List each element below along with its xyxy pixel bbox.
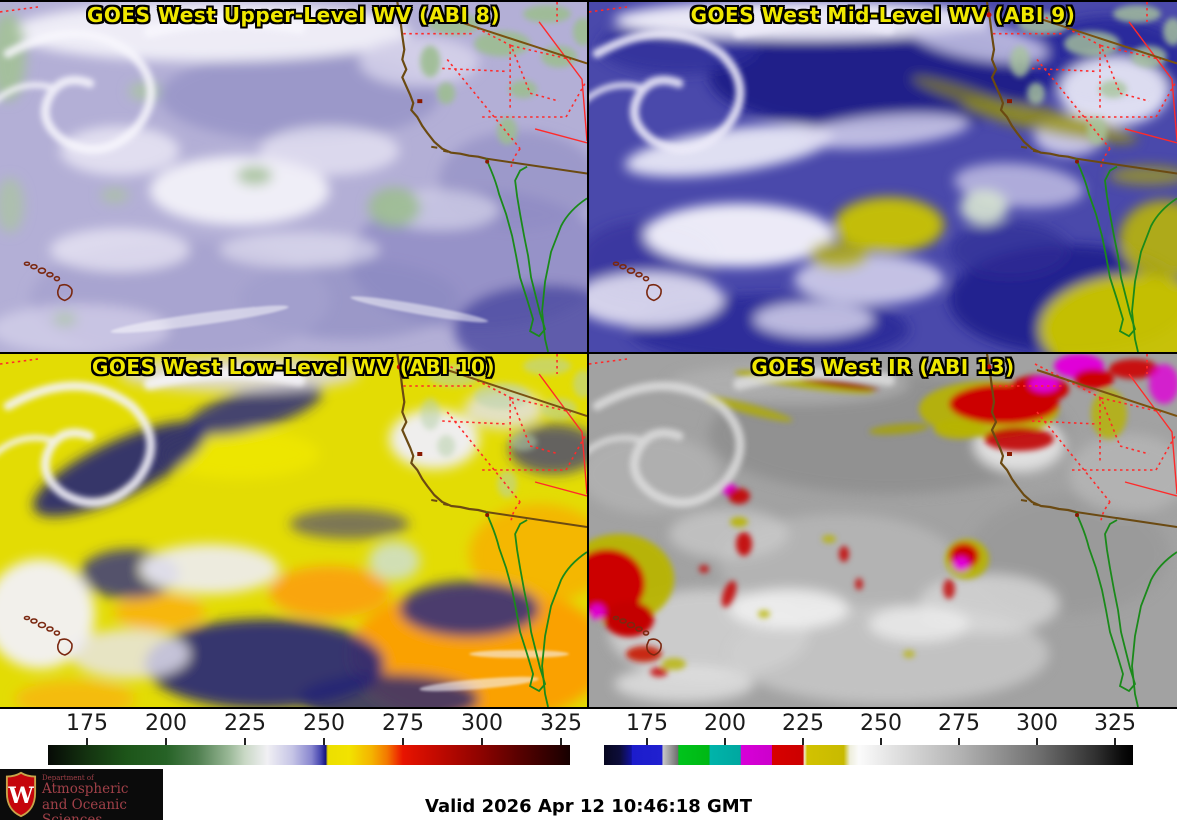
logo-line1: Atmospheric bbox=[42, 781, 129, 798]
aos-logo: W Department of Atmospheric and Oceanic … bbox=[0, 769, 163, 820]
tick-label: 175 bbox=[65, 711, 108, 736]
logo-text: Department of Atmospheric and Oceanic Sc… bbox=[42, 774, 163, 820]
panel-low-level-wv: GOES West Low-Level WV (ABI 10) bbox=[0, 354, 587, 707]
wv-colorbar-labels: 175 200 225 250 275 300 325 bbox=[48, 711, 582, 737]
logo-line2: and Oceanic Sciences bbox=[42, 796, 127, 820]
ir-colorbar-labels: 175 200 225 250 275 300 325 bbox=[604, 711, 1136, 737]
colorbar-strip: 175 200 225 250 275 300 325 175 200 225 … bbox=[0, 709, 1177, 769]
satellite-image-abi8 bbox=[0, 2, 587, 352]
panel-ir: GOES West IR (ABI 13) bbox=[589, 354, 1177, 707]
logo-dept-line: Department of bbox=[42, 774, 94, 782]
ir-colorbar-gradient bbox=[604, 745, 1133, 765]
ir-colorbar-ticks bbox=[604, 738, 1133, 745]
panel-mid-level-wv: GOES West Mid-Level WV (ABI 9) bbox=[589, 2, 1177, 352]
tick-label: 175 bbox=[626, 711, 668, 736]
satellite-image-abi10 bbox=[0, 354, 587, 707]
panel-title-abi8: GOES West Upper-Level WV (ABI 8) bbox=[87, 3, 500, 27]
crest-monogram: W bbox=[7, 783, 34, 809]
tick-label: 250 bbox=[302, 711, 345, 736]
tick-label: 325 bbox=[1094, 711, 1136, 736]
wv-colorbar-ticks bbox=[48, 738, 570, 745]
panel-title-abi9: GOES West Mid-Level WV (ABI 9) bbox=[690, 3, 1076, 27]
satellite-image-abi13 bbox=[589, 354, 1177, 707]
wv-colorbar-gradient bbox=[48, 745, 570, 765]
tick-label: 300 bbox=[460, 711, 503, 736]
panel-upper-level-wv: GOES West Upper-Level WV (ABI 8) bbox=[0, 2, 587, 352]
tick-label: 200 bbox=[145, 711, 188, 736]
satellite-image-abi9 bbox=[589, 2, 1177, 352]
tick-label: 250 bbox=[859, 711, 902, 736]
tick-label: 300 bbox=[1015, 711, 1058, 736]
panel-grid: GOES West Upper-Level WV (ABI 8) bbox=[0, 0, 1177, 709]
uw-crest-icon: W bbox=[5, 771, 37, 818]
tick-label: 225 bbox=[224, 711, 266, 736]
tick-label: 200 bbox=[703, 711, 746, 736]
valid-time: Valid 2026 Apr 12 10:46:18 GMT bbox=[425, 796, 752, 817]
panel-title-abi10: GOES West Low-Level WV (ABI 10) bbox=[91, 355, 496, 379]
wv-colorbar: 175 200 225 250 275 300 325 bbox=[48, 709, 582, 769]
tick-label: 275 bbox=[382, 711, 424, 736]
tick-label: 225 bbox=[782, 711, 824, 736]
ir-colorbar: 175 200 225 250 275 300 325 bbox=[604, 709, 1136, 769]
footer: W Department of Atmospheric and Oceanic … bbox=[0, 769, 1177, 820]
panel-title-abi13: GOES West IR (ABI 13) bbox=[751, 355, 1015, 379]
tick-label: 275 bbox=[938, 711, 980, 736]
tick-label: 325 bbox=[540, 711, 583, 736]
